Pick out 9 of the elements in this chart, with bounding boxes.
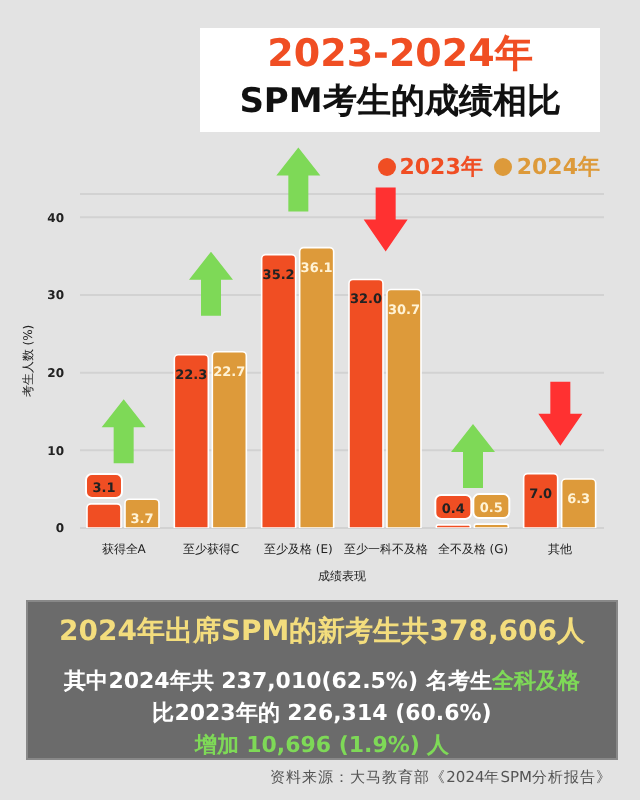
legend-label: 2024年 — [514, 152, 600, 182]
text: 其中2024年共 237,010(62.5%) 名考生 — [64, 668, 492, 694]
chart-title: 2023-2024年 — [265, 30, 535, 80]
text: 增加 10,696 (1.9%) 人 — [192, 730, 452, 760]
legend-label: 2023年 — [397, 152, 483, 182]
text: 全科及格 — [491, 668, 580, 694]
text: 比2023年的 226,314 (60.6%) — [150, 698, 494, 728]
text: 2024年出席SPM的新考生共378,606人 — [56, 614, 587, 650]
chart-subtitle: SPM考生的成绩相比 — [237, 80, 563, 124]
